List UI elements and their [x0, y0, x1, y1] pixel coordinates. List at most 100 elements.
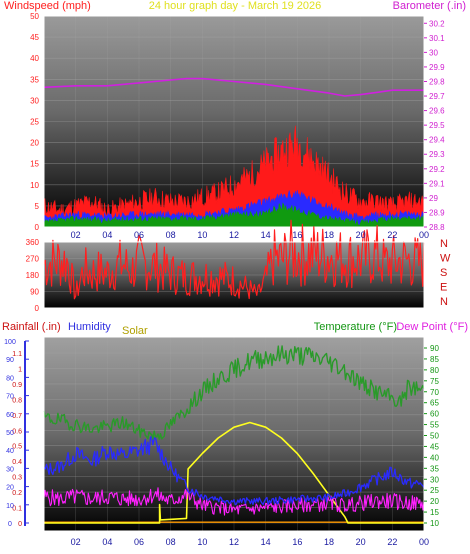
- direction-tick-label: 360: [26, 238, 40, 247]
- barometer-tick-label: 29.8: [429, 77, 445, 86]
- rainfall-axis-title: Rainfall (.in): [2, 321, 61, 333]
- windspeed-tick-label: 35: [30, 75, 39, 84]
- windspeed-tick-label: 40: [30, 54, 39, 63]
- humidity-tick-label: 20: [6, 485, 14, 492]
- time-tick-label: 06: [134, 537, 144, 547]
- time-tick-label: 02: [71, 537, 81, 547]
- windspeed-tick-label: 30: [30, 96, 39, 105]
- time-tick-label: 18: [324, 537, 334, 547]
- windspeed-tick-label: 0: [35, 223, 40, 232]
- compass-label: N: [440, 296, 448, 308]
- humidity-tick-label: 80: [6, 375, 14, 382]
- barometer-tick-label: 29: [429, 194, 438, 203]
- rainfall-tick-label: 0: [18, 521, 22, 528]
- direction-panel-series: [43, 219, 425, 300]
- barometer-series: [43, 77, 424, 97]
- time-tick-label: 02: [71, 230, 81, 240]
- wind-panel-series: [43, 77, 425, 228]
- temperature-tick-label: 50: [430, 432, 439, 441]
- rainfall-tick-label: 0.8: [12, 397, 22, 404]
- time-tick-label: 04: [102, 537, 112, 547]
- compass-label: N: [440, 238, 448, 250]
- barometer-ticks: 28.8 28.9 29 29.1 29.2 29.3 29.4 29.5 29.6 29.7 29…: [424, 19, 445, 232]
- time-tick-label: 16: [292, 230, 302, 240]
- time-tick-label: 12: [229, 230, 239, 240]
- temperature-axis-title: Temperature (°F): [314, 321, 397, 333]
- wind-panel-frame: [43, 15, 425, 228]
- humidity-tick-label: 70: [6, 394, 14, 401]
- temperature-tick-label: 65: [430, 399, 439, 408]
- temperature-tick-label: 20: [430, 497, 439, 506]
- temp-panel-time-ticks: 02 04 06 08 10 12 14 16 18 20 22 00: [71, 537, 429, 547]
- temp-panel-series: [43, 345, 425, 524]
- humidity-tick-label: 30: [6, 466, 14, 473]
- windspeed-tick-label: 20: [30, 139, 39, 148]
- time-tick-label: 10: [197, 230, 207, 240]
- humidity-tick-label: 60: [6, 412, 14, 419]
- humidity-tick-label: 10: [6, 503, 14, 510]
- windspeed-tick-label: 15: [30, 160, 39, 169]
- time-tick-label: 08: [166, 230, 176, 240]
- temperature-tick-label: 15: [430, 508, 439, 517]
- rainfall-tick-label: 0.2: [12, 490, 22, 497]
- rainfall-tick-label: 0.9: [12, 382, 22, 389]
- temperature-tick-label: 25: [430, 486, 439, 495]
- humidity-tick-label: 100: [4, 339, 16, 346]
- rainfall-tick-label: 1.1: [12, 351, 22, 358]
- humidity-axis-title: Humidity: [68, 321, 111, 333]
- barometer-tick-label: 30: [429, 48, 438, 57]
- direction-tick-label: 90: [30, 288, 39, 297]
- solar-label: Solar: [122, 325, 148, 337]
- temperature-tick-label: 70: [430, 388, 439, 397]
- time-tick-label: 22: [387, 537, 397, 547]
- barometer-tick-label: 30.1: [429, 34, 445, 43]
- barometer-tick-label: 29.6: [429, 107, 445, 116]
- barometer-tick-label: 29.5: [429, 121, 445, 130]
- dew-point-label: Dew Point (°F): [396, 321, 468, 333]
- time-tick-label: 20: [356, 230, 366, 240]
- wind-direction-series: [43, 219, 425, 300]
- barometer-tick-label: 30.2: [429, 19, 445, 28]
- temperature-tick-label: 55: [430, 421, 439, 430]
- windspeed-tick-label: 5: [35, 202, 40, 211]
- time-tick-label: 10: [197, 537, 207, 547]
- barometer-tick-label: 28.9: [429, 208, 445, 217]
- temperature-tick-label: 10: [430, 519, 439, 528]
- barometer-tick-label: 28.8: [429, 223, 445, 232]
- time-tick-label: 06: [134, 230, 144, 240]
- rainfall-tick-label: 0.7: [12, 413, 22, 420]
- direction-degree-ticks: 0 90 180 270 360: [26, 238, 40, 313]
- temperature-tick-label: 35: [430, 464, 439, 473]
- barometer-tick-label: 29.7: [429, 92, 445, 101]
- temperature-humidity-panel: 0 0.1 0.2 0.3 0.4 0.5 0.6 0.7 0.8 0.9 1 1.1 0 10 20 30…: [4, 336, 439, 532]
- temp-panel-frame: [43, 336, 425, 532]
- windspeed-ticks: 0 5 10 15 20 25 30 35 40 45 50: [30, 12, 39, 232]
- direction-tick-label: 0: [35, 304, 40, 313]
- wind-low-series: [43, 202, 425, 228]
- compass-label: W: [440, 253, 451, 265]
- humidity-series: [43, 435, 425, 506]
- windspeed-axis-title: Windspeed (mph): [4, 0, 91, 12]
- time-tick-label: 22: [387, 230, 397, 240]
- barometer-tick-label: 29.3: [429, 150, 445, 159]
- wind-average-series: [43, 190, 425, 228]
- time-tick-label: 08: [166, 537, 176, 547]
- temperature-tick-label: 60: [430, 410, 439, 419]
- time-tick-label: 18: [324, 230, 334, 240]
- barometer-tick-label: 29.1: [429, 179, 445, 188]
- windspeed-tick-label: 25: [30, 118, 39, 127]
- time-tick-label: 14: [261, 537, 271, 547]
- temperature-tick-label: 30: [430, 475, 439, 484]
- compass-label: E: [440, 282, 447, 294]
- time-tick-label: 14: [261, 230, 271, 240]
- direction-tick-label: 270: [26, 255, 40, 264]
- rainfall-tick-label: 1: [18, 366, 22, 373]
- time-tick-label: 20: [356, 537, 366, 547]
- rainfall-tick-label: 0.6: [12, 428, 22, 435]
- rainfall-tick-label: 0.1: [12, 506, 22, 513]
- humidity-tick-label: 90: [6, 357, 14, 364]
